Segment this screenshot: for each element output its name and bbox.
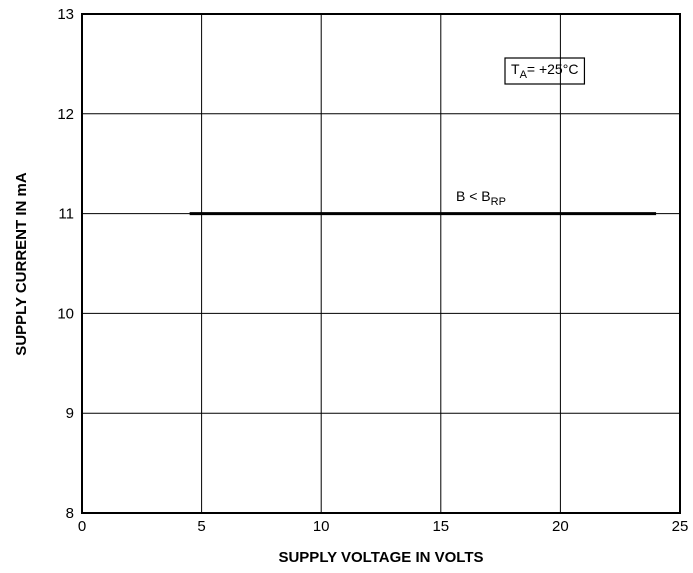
- annotation-part: = +25°C: [527, 61, 579, 77]
- x-tick-label: 5: [197, 518, 205, 535]
- x-tick-label: 25: [672, 518, 689, 535]
- y-tick-label: 11: [58, 206, 74, 223]
- x-tick-label: 15: [432, 518, 449, 535]
- annotation-part: T: [511, 61, 520, 77]
- plot-frame: [81, 13, 681, 514]
- x-tick-label: 0: [78, 518, 86, 535]
- x-tick-label: 20: [552, 518, 569, 535]
- subscript: A: [520, 69, 528, 81]
- y-axis-title: SUPPLY CURRENT IN mA: [13, 172, 30, 356]
- annotation-part: B < B: [456, 188, 491, 204]
- y-tick-label: 8: [66, 505, 74, 522]
- y-tick-label: 13: [57, 6, 74, 23]
- annotation-text: TA= +25°C: [511, 61, 578, 81]
- y-tick-label: 10: [57, 305, 74, 322]
- x-axis-title: SUPPLY VOLTAGE IN VOLTS: [278, 549, 483, 566]
- x-tick-label: 10: [313, 518, 330, 535]
- annotation: TA= +25°C: [504, 57, 586, 85]
- y-tick-label: 9: [66, 405, 74, 422]
- annotation-box: [504, 57, 586, 85]
- annotation: B < BRP: [456, 188, 506, 208]
- y-tick-label: 12: [57, 106, 74, 123]
- subscript: RP: [491, 196, 506, 208]
- annotation-text: B < BRP: [456, 188, 506, 208]
